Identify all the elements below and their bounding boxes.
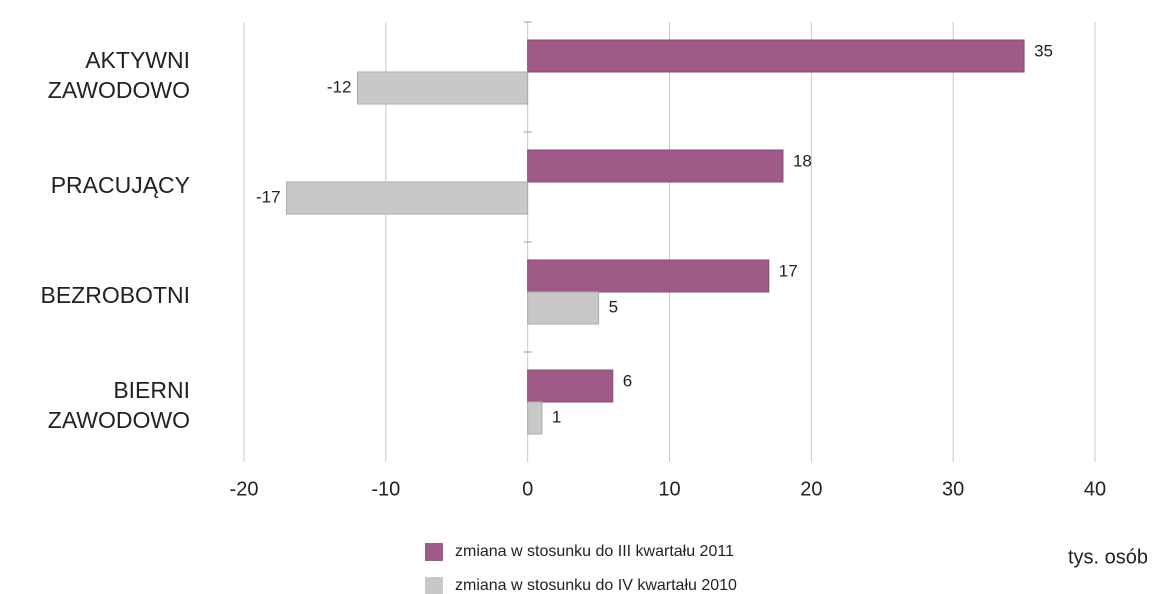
bar <box>527 149 784 183</box>
category-label: AKTYWNI ZAWODOWO <box>48 47 190 103</box>
category-label: PRACUJĄCY <box>51 172 190 198</box>
bar <box>356 71 529 105</box>
category-label: BIERNI ZAWODOWO <box>48 377 190 433</box>
x-tick-label: 0 <box>522 478 533 500</box>
legend-label: zmiana w stosunku do IV kwartału 2010 <box>455 577 737 594</box>
bar <box>527 401 543 435</box>
x-axis-label: tys. osób <box>1068 546 1148 568</box>
x-tick-label: 10 <box>658 478 680 500</box>
value-label: 1 <box>552 407 561 426</box>
legend-label: zmiana w stosunku do III kwartału 2011 <box>455 543 734 560</box>
value-label: 17 <box>779 261 798 280</box>
value-label: 6 <box>623 371 632 390</box>
value-label: 18 <box>793 151 812 170</box>
x-tick-label: 20 <box>800 478 822 500</box>
legend-swatch <box>425 577 443 594</box>
value-label: 35 <box>1034 41 1053 60</box>
bar <box>527 291 600 325</box>
x-tick-label: -10 <box>371 478 400 500</box>
legend-swatch <box>425 543 443 561</box>
bar <box>286 181 529 215</box>
category-label: BEZROBOTNI <box>40 282 190 308</box>
value-label: 5 <box>609 297 618 316</box>
x-tick-label: 30 <box>942 478 964 500</box>
bar <box>527 39 1025 73</box>
x-tick-label: -20 <box>230 478 259 500</box>
bar <box>527 369 614 403</box>
bar <box>527 259 770 293</box>
value-label: -17 <box>256 187 281 206</box>
x-tick-label: 40 <box>1084 478 1106 500</box>
value-label: -12 <box>327 77 352 96</box>
